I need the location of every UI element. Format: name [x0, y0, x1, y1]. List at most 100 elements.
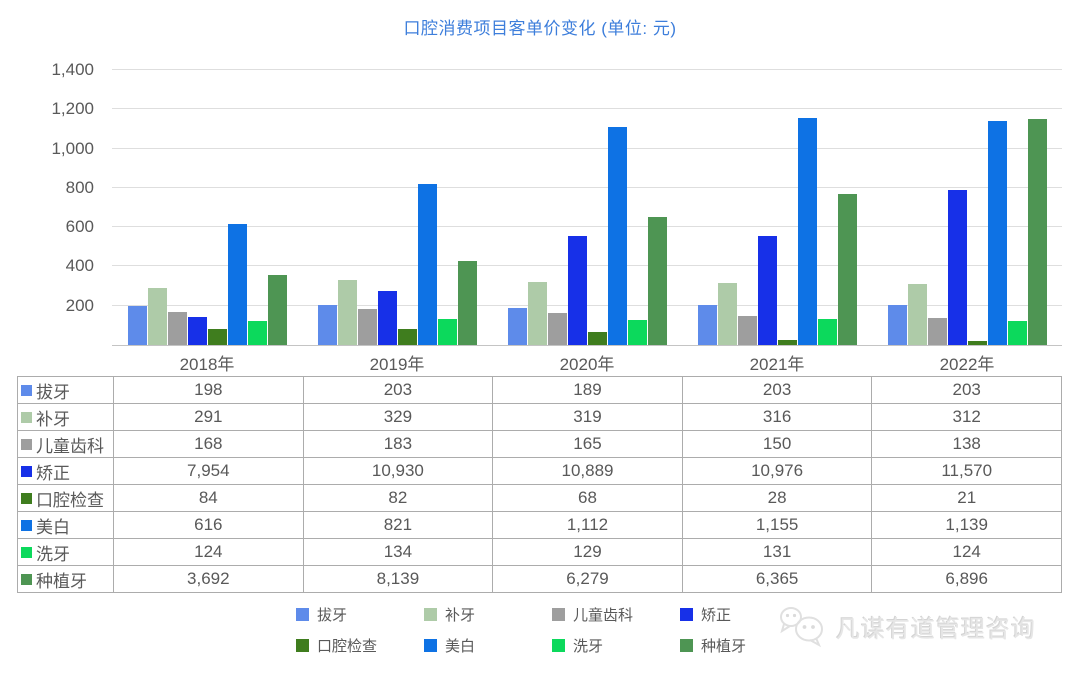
table-value-cell: 198 — [114, 377, 304, 404]
legend-label: 种植牙 — [701, 638, 747, 655]
legend-item-美白: 美白 — [424, 635, 552, 656]
y-tick-label: 600 — [65, 217, 94, 237]
chat-bubbles-logo — [780, 607, 823, 648]
table-value-cell: 10,976 — [682, 458, 873, 485]
bar-儿童齿科 — [737, 315, 757, 345]
table-series-name-cell: 洗牙 — [18, 539, 114, 566]
bar-种植牙 — [457, 260, 477, 345]
table-series-name-cell: 补牙 — [18, 404, 114, 431]
series-swatch — [21, 465, 32, 477]
table-series-name: 洗牙 — [36, 544, 70, 564]
series-swatch — [21, 384, 32, 396]
bar-洗牙 — [627, 319, 647, 345]
gridline — [112, 69, 1062, 70]
bar-矫正 — [757, 235, 777, 345]
x-axis-label: 2019年 — [369, 355, 425, 374]
gridline — [112, 186, 1062, 188]
legend-label: 洗牙 — [573, 638, 604, 655]
table-value-cell: 7,954 — [114, 458, 304, 485]
legend-swatch — [296, 639, 309, 652]
table-value-cell: 6,365 — [682, 566, 873, 593]
table-value-cell: 138 — [872, 431, 1062, 458]
table-series-name-cell: 儿童齿科 — [18, 431, 114, 458]
series-swatch — [21, 546, 32, 558]
y-axis-labels: 200 400 600 800 1,000 1,200 1,400 — [0, 60, 100, 345]
bar-美白 — [417, 183, 437, 345]
legend-swatch — [552, 608, 565, 621]
gridline — [112, 304, 1062, 306]
bar-口腔检查 — [587, 331, 607, 345]
legend-swatch — [424, 608, 437, 621]
legend-swatch — [680, 608, 693, 621]
y-tick-label: 1,200 — [51, 99, 94, 119]
y-tick-label: 400 — [65, 256, 94, 276]
watermark: 凡谋有道管理咨询 — [778, 600, 1068, 652]
table-value-cell: 6,896 — [872, 566, 1062, 593]
bar-拔牙 — [317, 305, 337, 345]
bar-种植牙 — [837, 193, 857, 345]
chart-title: 口腔消费项目客单价变化 (单位: 元) — [403, 19, 677, 38]
table-series-name: 口腔检查 — [36, 490, 104, 510]
table-value-cell: 84 — [114, 485, 304, 512]
bar-groups — [112, 70, 1062, 345]
table-value-cell: 1,139 — [872, 512, 1062, 539]
legend-label: 美白 — [445, 638, 476, 655]
bar-拔牙 — [127, 306, 147, 345]
gridline — [112, 226, 1062, 228]
table-value-cell: 312 — [872, 404, 1062, 431]
bar-矫正 — [377, 290, 397, 345]
bar-补牙 — [147, 287, 167, 345]
legend-swatch — [424, 639, 437, 652]
bar-洗牙 — [1007, 320, 1027, 345]
table-value-cell: 28 — [682, 485, 873, 512]
series-swatch — [21, 492, 32, 504]
gridline — [112, 265, 1062, 267]
table-value-cell: 68 — [493, 485, 683, 512]
legend-item-洗牙: 洗牙 — [552, 635, 680, 656]
bar-口腔检查 — [207, 328, 227, 345]
bar-group — [302, 70, 492, 345]
bar-洗牙 — [247, 320, 267, 345]
table-value-cell: 189 — [493, 377, 683, 404]
data-table: 拔牙 198 203 189 203 203 补牙 291 329 319 316 312 儿童齿科 16… — [17, 376, 1062, 593]
bar-儿童齿科 — [167, 312, 187, 345]
table-value-cell: 183 — [303, 431, 494, 458]
series-swatch — [21, 573, 32, 585]
table-value-cell: 10,930 — [303, 458, 494, 485]
bar-拔牙 — [887, 305, 907, 345]
bar-美白 — [987, 121, 1007, 345]
table-value-cell: 150 — [682, 431, 873, 458]
chart-legend: 拔牙 补牙 儿童齿科 矫正 口腔检查 美白 洗牙 种植牙 — [296, 604, 808, 656]
table-series-name-cell: 拔牙 — [18, 377, 114, 404]
table-value-cell: 203 — [872, 377, 1062, 404]
table-value-cell: 6,279 — [493, 566, 683, 593]
bar-口腔检查 — [967, 340, 987, 345]
legend-swatch — [296, 608, 309, 621]
bar-group — [872, 70, 1062, 345]
bar-group — [492, 70, 682, 345]
legend-item-补牙: 补牙 — [424, 604, 552, 625]
y-tick-label: 1,000 — [51, 138, 94, 158]
plot-area — [112, 69, 1062, 346]
table-value-cell: 329 — [303, 404, 494, 431]
bar-种植牙 — [267, 275, 287, 345]
bar-美白 — [797, 118, 817, 345]
table-value-cell: 319 — [493, 404, 683, 431]
table-value-cell: 165 — [493, 431, 683, 458]
bar-种植牙 — [1027, 119, 1047, 345]
bar-补牙 — [907, 283, 927, 345]
y-tick-label: 800 — [65, 177, 94, 197]
table-series-name: 儿童齿科 — [36, 436, 104, 456]
bar-种植牙 — [647, 217, 667, 345]
table-value-cell: 11,570 — [872, 458, 1062, 485]
table-value-cell: 82 — [303, 485, 494, 512]
bar-补牙 — [717, 282, 737, 345]
series-swatch — [21, 438, 32, 450]
table-value-cell: 8,139 — [303, 566, 494, 593]
table-value-cell: 168 — [114, 431, 304, 458]
table-value-cell: 203 — [682, 377, 873, 404]
table-series-name: 补牙 — [36, 409, 70, 429]
bar-补牙 — [527, 282, 547, 345]
table-value-cell: 21 — [872, 485, 1062, 512]
table-value-cell: 203 — [303, 377, 494, 404]
